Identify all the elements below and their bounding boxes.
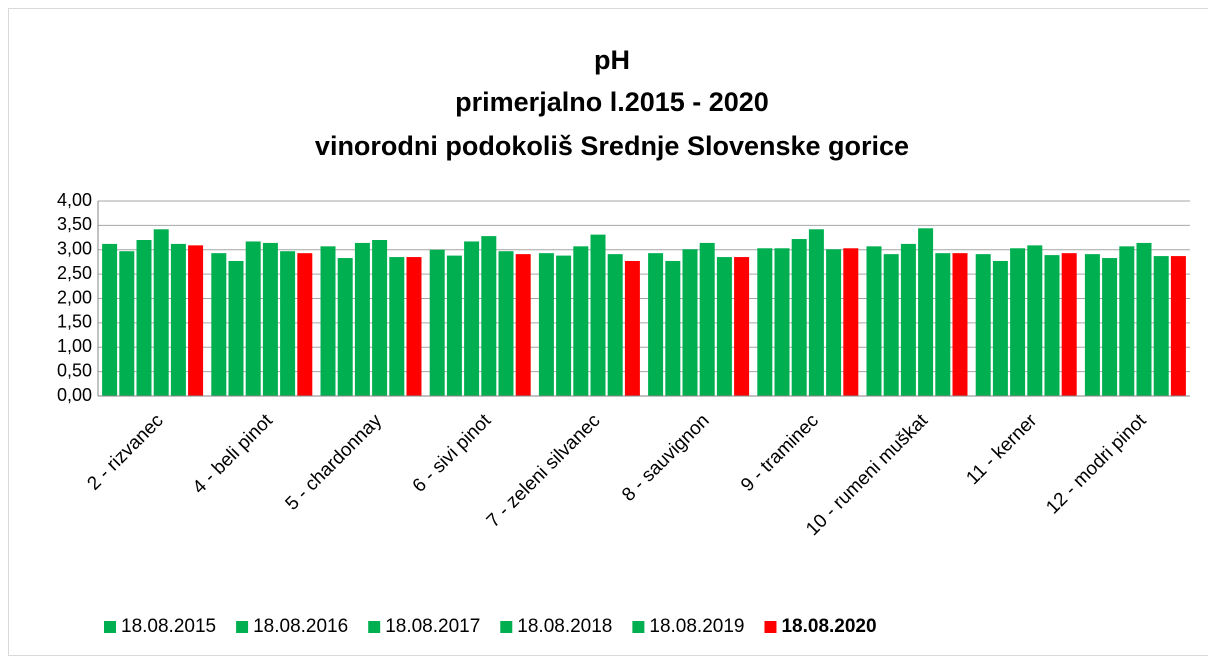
legend-label: 18.08.2020: [781, 616, 876, 637]
bar: [228, 260, 244, 396]
bar: [624, 260, 640, 396]
legend-label: 18.08.2015: [121, 616, 216, 637]
y-tick-label: 3,50: [57, 214, 92, 234]
bar: [556, 255, 572, 396]
legend-marker: [764, 621, 777, 633]
bar: [992, 260, 1008, 396]
bar: [573, 246, 589, 396]
bar: [1027, 245, 1043, 396]
legend-marker: [632, 621, 645, 633]
bar: [372, 240, 388, 396]
y-tick-label: 1,50: [57, 312, 92, 332]
bar: [866, 246, 882, 396]
y-tick-label: 0,50: [57, 360, 92, 380]
legend-marker: [500, 621, 513, 633]
chart-title: pH: [594, 45, 630, 75]
legend-marker: [236, 621, 249, 633]
bar: [136, 240, 152, 396]
y-tick-label: 0,00: [57, 385, 92, 405]
bar: [211, 253, 227, 396]
bar: [1084, 254, 1100, 396]
bar: [774, 248, 790, 396]
bar: [1010, 248, 1026, 396]
bar: [446, 255, 462, 396]
legend-label: 18.08.2019: [649, 616, 744, 637]
bar: [682, 249, 698, 396]
bar: [406, 257, 422, 396]
y-tick-label: 1,00: [57, 336, 92, 356]
bar: [280, 251, 296, 396]
bar: [498, 251, 514, 396]
bar: [538, 253, 554, 396]
y-tick-label: 2,00: [57, 287, 92, 307]
legend-label: 18.08.2017: [385, 616, 480, 637]
bar: [757, 248, 773, 396]
legend-marker: [104, 621, 116, 633]
bar: [716, 257, 732, 396]
bar: [320, 246, 336, 396]
y-tick-label: 2,50: [57, 263, 92, 283]
chart-title: primerjalno l.2015 - 2020: [455, 87, 769, 117]
bar: [464, 241, 480, 396]
bar: [1102, 258, 1118, 396]
bar: [297, 253, 313, 396]
bar: [188, 245, 204, 396]
legend-marker: [368, 621, 381, 633]
bar: [590, 234, 606, 396]
bar: [262, 242, 278, 396]
bar: [389, 257, 405, 396]
bar: [843, 248, 859, 396]
bar: [337, 258, 353, 396]
bar: [791, 239, 807, 396]
bar: [808, 229, 824, 396]
bar: [1153, 256, 1169, 396]
bar: [1119, 246, 1135, 396]
bar: [826, 249, 842, 396]
y-tick-label: 4,00: [57, 190, 92, 210]
bar: [153, 229, 169, 396]
bar: [119, 251, 135, 396]
chart-title: vinorodni podokoliš Srednje Slovenske go…: [315, 131, 909, 161]
bar: [900, 243, 916, 396]
bar: [245, 241, 261, 396]
bar: [354, 242, 370, 396]
legend-label: 18.08.2016: [253, 616, 348, 637]
y-tick-label: 3,00: [57, 239, 92, 259]
bar: [170, 243, 186, 396]
bar: [481, 236, 497, 396]
bar: [975, 254, 991, 396]
bar: [699, 242, 715, 396]
bar: [665, 260, 681, 396]
bar: [1061, 253, 1077, 396]
bar: [102, 243, 118, 396]
bar: [734, 257, 750, 396]
bar: [935, 253, 951, 396]
legend-label: 18.08.2018: [517, 616, 612, 637]
bar: [883, 254, 899, 396]
bar: [607, 254, 623, 396]
bar: [1136, 242, 1152, 396]
bar: [1044, 255, 1060, 396]
bar: [1170, 256, 1186, 396]
bar: [515, 254, 531, 396]
bar: [918, 228, 934, 396]
bar: [429, 249, 445, 396]
bar: [952, 253, 968, 396]
bar: [648, 253, 664, 396]
